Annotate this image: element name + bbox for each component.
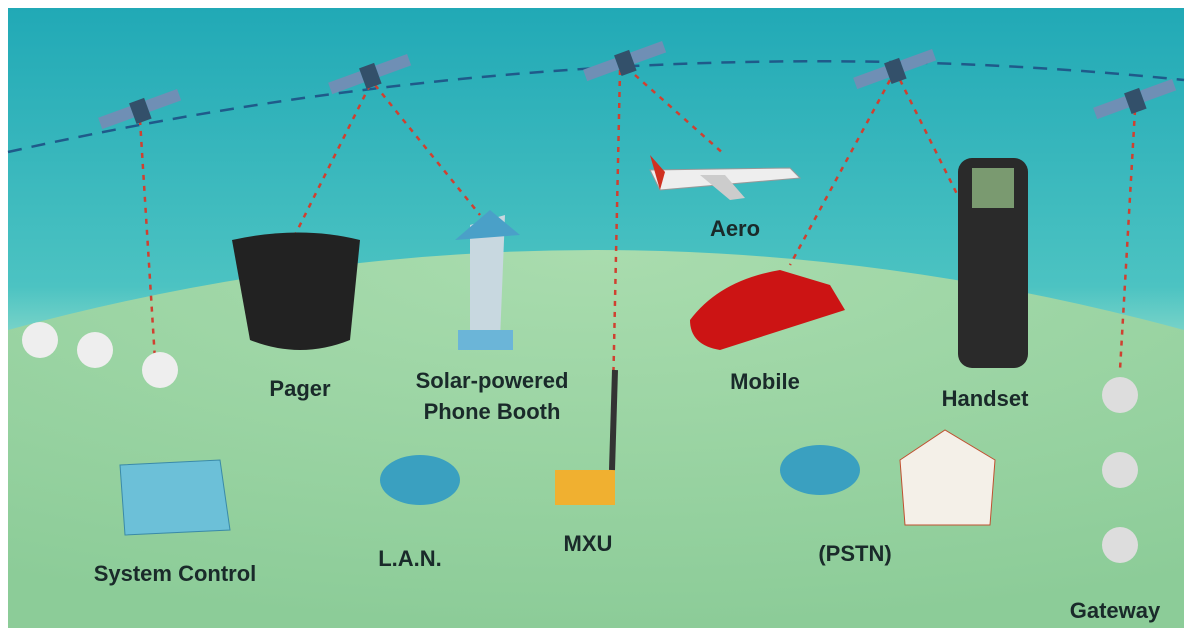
node-label: Handset bbox=[942, 386, 1029, 411]
diagram: Aero Pager Solar-powered Phone Booth Mob… bbox=[0, 0, 1192, 635]
node-label: Phone Booth bbox=[424, 399, 561, 424]
node-label: System Control bbox=[94, 561, 257, 586]
node-label: Aero bbox=[710, 216, 760, 241]
node-label: MXU bbox=[564, 531, 613, 556]
node-label: Solar-powered bbox=[416, 368, 569, 393]
node-label: (PSTN) bbox=[818, 541, 891, 566]
node-label: L.A.N. bbox=[378, 546, 442, 571]
node-label: Mobile bbox=[730, 369, 800, 394]
node-label: Pager bbox=[269, 376, 331, 401]
node-label: Gateway bbox=[1070, 598, 1161, 623]
